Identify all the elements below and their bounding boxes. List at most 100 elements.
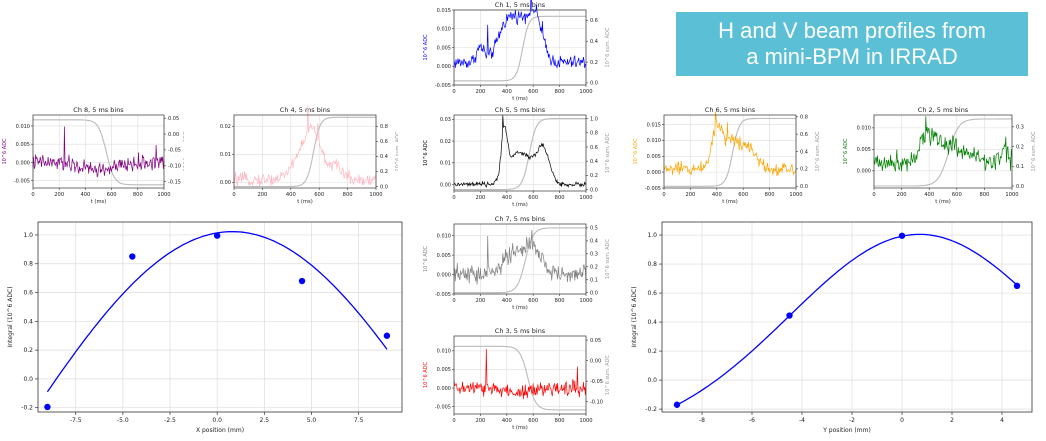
x-tick-label: 1000	[1005, 192, 1018, 198]
cumulative-series	[454, 345, 586, 411]
x-axis-label: X position (mm)	[196, 427, 244, 434]
x-tick-label: 1000	[579, 89, 592, 95]
y-tick-label: 0.4	[23, 318, 33, 325]
y-tick-label: 0.000	[437, 272, 451, 278]
x-tick-label: 400	[502, 195, 512, 201]
y2-tick-label: 0.8	[800, 115, 808, 121]
x-tick-label: 200	[475, 195, 485, 201]
chart-title: Ch 8, 5 ms bins	[73, 106, 124, 114]
y-tick-label: 0.6	[23, 290, 33, 297]
banner-line-1: H and V beam profiles from	[718, 18, 986, 43]
y-tick-label: 0.0	[23, 376, 33, 383]
y-tick-label: 0.005	[437, 367, 451, 373]
chart-ch7: Ch 7, 5 ms bins 0 200 400 600 800 1000 -0.005 0.…	[423, 215, 610, 310]
plot-frame	[453, 9, 587, 86]
y2-tick-label: 0.0	[590, 81, 598, 87]
x-tick-label: -2.5	[164, 417, 176, 424]
plot-frame	[873, 114, 1013, 189]
y-tick-label: 0.00	[440, 182, 451, 188]
x-tick-label: 800	[979, 192, 989, 198]
cumulative-series	[33, 119, 164, 186]
x-tick-label: 800	[555, 418, 565, 424]
signal-series	[873, 116, 1013, 172]
x-tick-label: 800	[555, 195, 565, 201]
y-tick-label: -0.005	[435, 404, 451, 410]
y2-tick-label: -0.15	[168, 179, 181, 185]
y2-tick-label: 0.8	[380, 124, 388, 130]
y-tick-label: 0.8	[647, 261, 657, 268]
chart-hprofile: -7.5 -5.0 -2.5 0.0 2.5 5.0 7.5 -0.2 0.0 0.2 0.4 0.6…	[7, 221, 403, 434]
y-tick-label: 0.010	[16, 124, 30, 130]
x-tick-label: 800	[765, 192, 775, 198]
y2-tick-label: 0.00	[590, 358, 601, 364]
y-tick-label: 0.00	[220, 180, 231, 186]
x-axis-label: t (ms)	[297, 199, 313, 205]
y-tick-label: 0.2	[23, 347, 33, 354]
cumulative-series	[454, 118, 586, 191]
y-tick-label: 0.8	[23, 261, 33, 268]
x-tick-label: 600	[952, 192, 962, 198]
chart-title: Ch 4, 5 ms bins	[280, 106, 331, 114]
y-tick-label: 0.005	[647, 154, 661, 160]
x-tick-label: 1000	[157, 192, 170, 198]
y-tick-label: 0.005	[437, 253, 451, 259]
y-tick-label: -0.2	[21, 405, 33, 412]
y-axis-label: 10^6 ADC	[208, 138, 209, 165]
y2-tick-label: 0.6	[590, 18, 598, 24]
x-tick-label: -4	[799, 417, 805, 424]
x-tick-label: 400	[286, 192, 296, 198]
y-tick-label: 0.005	[857, 147, 871, 153]
y2-tick-label: 0.0	[380, 184, 388, 190]
plot-frame	[453, 223, 587, 295]
x-tick-label: 400	[80, 192, 90, 198]
x-tick-label: 0	[452, 195, 455, 201]
x-axis-label: t (ms)	[512, 96, 528, 102]
x-axis-label: t (ms)	[512, 425, 528, 431]
y2-tick-label: 0.2	[590, 265, 598, 271]
chart-title: Ch 3, 5 ms bins	[495, 327, 546, 335]
x-tick-label: 400	[502, 298, 512, 304]
data-point	[898, 232, 906, 239]
x-tick-label: 200	[897, 192, 907, 198]
x-axis-label: t (ms)	[512, 202, 528, 208]
title-banner: H and V beam profiles from a mini-BPM in…	[676, 12, 1028, 76]
x-tick-label: -6	[749, 417, 755, 424]
x-axis-label: Y position (mm)	[822, 427, 871, 434]
chart-title: Ch 7, 5 ms bins	[495, 215, 546, 223]
y2-tick-label: 0.6	[800, 132, 808, 138]
signal-series	[453, 229, 587, 285]
y-tick-label: 0.02	[440, 139, 451, 145]
y2-axis-label: 10^6 sum. ADC	[605, 355, 610, 395]
data-point	[1013, 282, 1021, 290]
signal-series	[453, 0, 587, 69]
y2-tick-label: 0.1	[1016, 164, 1024, 170]
plot-frame	[661, 221, 1033, 413]
y-tick-label: 0.005	[16, 142, 30, 148]
chart-title: Ch 6, 5 ms bins	[705, 106, 756, 114]
x-tick-label: 800	[133, 192, 143, 198]
x-tick-label: 600	[107, 192, 117, 198]
signal-series	[663, 111, 797, 177]
y-tick-label: 0.000	[857, 169, 871, 175]
y-axis-label: 10^6 ADC	[633, 138, 639, 165]
y-tick-label: 0.01	[440, 161, 451, 167]
y2-tick-label: 0.4	[590, 39, 598, 45]
y-axis-label: Integral (10^6 ADC)	[631, 286, 638, 347]
x-tick-label: 200	[475, 418, 485, 424]
y-tick-label: 0.03	[440, 117, 451, 123]
x-tick-label: 7.5	[354, 417, 364, 424]
y-axis-label: 10^6 ADC	[423, 361, 429, 388]
x-tick-label: 0	[31, 192, 34, 198]
y-axis-label: Integral (10^6 ADC)	[7, 286, 14, 347]
y-tick-label: 0.02	[220, 124, 231, 130]
y-tick-label: 0.000	[437, 386, 451, 392]
y-axis-label: 10^6 ADC	[843, 138, 849, 165]
y2-tick-label: 0.2	[590, 173, 598, 179]
y2-tick-label: 0.6	[590, 145, 598, 151]
x-tick-label: 2	[950, 417, 954, 424]
y-tick-label: 0.015	[437, 8, 451, 14]
y2-tick-label: 0.8	[590, 131, 598, 137]
y-tick-label: 0.010	[647, 138, 661, 144]
y-axis-label: 10^6 ADC	[423, 139, 429, 166]
